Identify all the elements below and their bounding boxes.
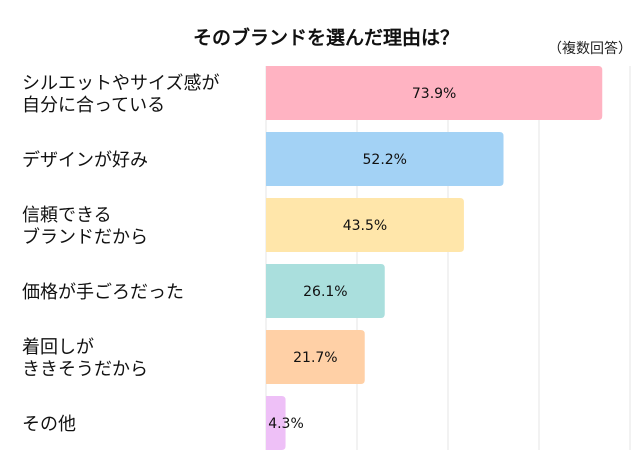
chart-subtitle: （複数回答） (548, 40, 632, 57)
category-label: ブランドだから (22, 226, 148, 248)
category-label: シルエットやサイズ感が (22, 73, 219, 94)
bar (266, 198, 464, 252)
category-label: 自分に合っている (22, 95, 165, 116)
category-label: 着回しが (22, 337, 94, 358)
value-label: 26.1% (303, 284, 347, 300)
value-label: 43.5% (343, 218, 387, 234)
value-label: 52.2% (363, 152, 407, 168)
bar (266, 66, 603, 120)
bar (266, 264, 385, 318)
value-label: 73.9% (412, 86, 456, 102)
bar (266, 396, 286, 450)
chart-title: そのブランドを選んだ理由は？ (193, 26, 459, 49)
category-label: 信頼できる (22, 205, 112, 226)
bar (266, 330, 365, 384)
category-label: デザインが好み (22, 150, 148, 171)
value-label: 4.3% (268, 416, 304, 432)
category-label: その他 (22, 414, 76, 435)
bar (266, 132, 504, 186)
category-label: 価格が手ごろだった (22, 282, 184, 303)
category-label: ききそうだから (22, 359, 148, 380)
value-label: 21.7% (293, 350, 337, 366)
